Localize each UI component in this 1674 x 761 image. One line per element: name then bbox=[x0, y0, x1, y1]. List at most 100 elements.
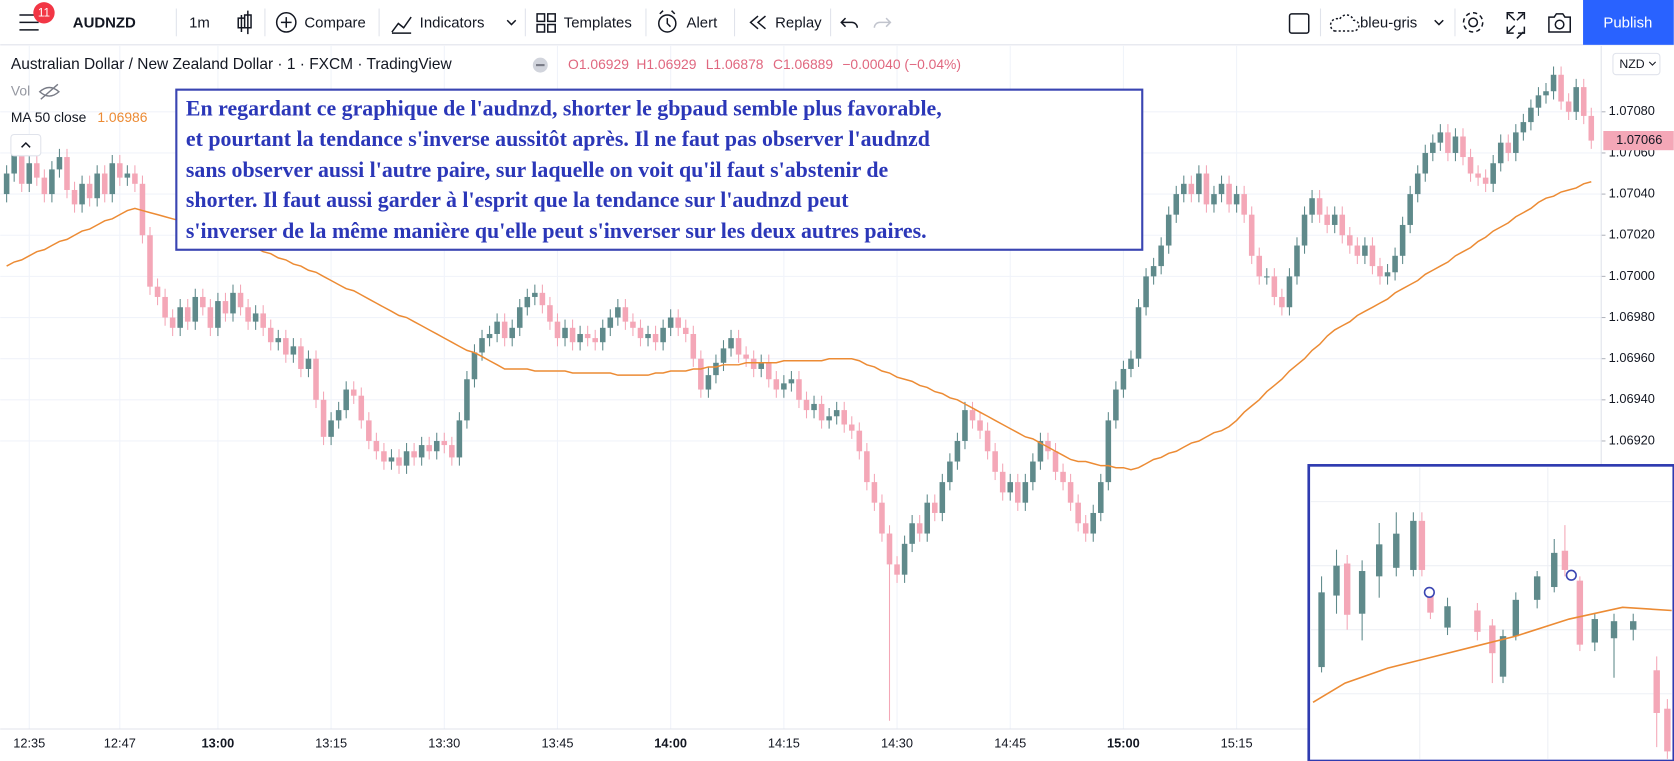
x-tick-label: 14:15 bbox=[768, 735, 800, 750]
candle-body bbox=[773, 379, 780, 390]
candle-body bbox=[366, 420, 372, 441]
candle-body bbox=[335, 410, 342, 421]
chevron[interactable] bbox=[506, 19, 517, 26]
redo[interactable] bbox=[873, 17, 892, 28]
candle-body bbox=[479, 338, 485, 353]
candle-body bbox=[1354, 245, 1361, 256]
candle-body bbox=[109, 163, 116, 195]
candle-body bbox=[1264, 276, 1270, 278]
volume-label: Vol bbox=[11, 82, 30, 98]
publish-bg[interactable] bbox=[1583, 0, 1674, 45]
candle-body bbox=[1399, 224, 1406, 256]
candle-body bbox=[592, 338, 598, 343]
candle-body bbox=[1331, 214, 1338, 225]
candle-body bbox=[1573, 87, 1579, 112]
compare-button[interactable]: Compare bbox=[304, 14, 365, 31]
settings[interactable] bbox=[1468, 17, 1479, 28]
candle-body bbox=[313, 358, 319, 400]
candle-body bbox=[750, 358, 757, 369]
interval[interactable]: 1m bbox=[189, 14, 210, 31]
last-price: 1.07066 bbox=[1616, 132, 1662, 147]
candle-body bbox=[41, 177, 48, 195]
menu-button[interactable]: 11 bbox=[19, 2, 55, 31]
templates-button[interactable]: Templates bbox=[564, 14, 632, 31]
ma-label: MA 50 close bbox=[11, 109, 87, 125]
candle-body bbox=[1067, 482, 1074, 503]
candle-body bbox=[449, 445, 455, 458]
collapse-button[interactable] bbox=[10, 133, 42, 157]
candle-body bbox=[267, 327, 274, 343]
candle-body bbox=[615, 307, 621, 318]
candle-body bbox=[984, 430, 991, 452]
snapshot[interactable] bbox=[1548, 13, 1571, 33]
candle-body bbox=[781, 383, 787, 390]
candle-body bbox=[886, 533, 893, 565]
candle-body bbox=[1007, 482, 1014, 493]
candle-body bbox=[962, 410, 968, 441]
currency[interactable]: NZD bbox=[1619, 57, 1644, 71]
candle-body bbox=[1430, 142, 1436, 153]
candle-body bbox=[101, 173, 108, 195]
candle-body bbox=[1347, 235, 1353, 246]
candle-body bbox=[1377, 266, 1383, 277]
candle-body bbox=[939, 482, 946, 513]
candle-body bbox=[660, 327, 666, 343]
candle-body bbox=[1497, 142, 1504, 164]
indicators-icon bbox=[391, 16, 412, 34]
candle-body bbox=[992, 451, 998, 472]
candle-body bbox=[388, 457, 395, 462]
candle-body bbox=[26, 163, 33, 184]
candle-body bbox=[1075, 502, 1081, 524]
candle-body bbox=[192, 296, 199, 322]
replay-button[interactable]: Replay bbox=[775, 14, 822, 31]
candle-body bbox=[1256, 255, 1263, 277]
candle-body bbox=[796, 379, 802, 400]
candle-body bbox=[909, 523, 915, 544]
fullscreen[interactable] bbox=[1506, 12, 1526, 39]
candle-body bbox=[162, 296, 168, 318]
candle-body bbox=[1294, 245, 1300, 277]
candle-body bbox=[252, 313, 259, 322]
candle-body bbox=[320, 399, 327, 437]
candle-body bbox=[56, 157, 63, 170]
chart-type-icon[interactable] bbox=[237, 10, 252, 35]
candle-body bbox=[705, 375, 712, 390]
currency-button[interactable] bbox=[1612, 52, 1661, 76]
candle-body bbox=[1324, 214, 1330, 225]
candle-body bbox=[147, 235, 153, 287]
y-tick-label: 1.07080 bbox=[1609, 103, 1655, 118]
candle-body bbox=[275, 338, 282, 343]
candle-body bbox=[532, 292, 538, 297]
x-tick-label: 14:30 bbox=[881, 735, 913, 750]
candle-body bbox=[207, 307, 214, 328]
alert-button[interactable]: Alert bbox=[687, 14, 719, 31]
publish-button[interactable]: Publish bbox=[1603, 14, 1652, 31]
symbol[interactable]: AUDNZD bbox=[73, 14, 136, 31]
candle-body bbox=[848, 424, 855, 431]
x-tick-label: 14:00 bbox=[654, 735, 687, 750]
candle-body bbox=[290, 346, 297, 355]
layout-button[interactable] bbox=[1288, 13, 1310, 34]
candle-body bbox=[124, 173, 131, 178]
candle-body bbox=[1505, 142, 1512, 153]
candle-body bbox=[811, 403, 817, 411]
candle-body bbox=[1422, 152, 1429, 174]
undo[interactable] bbox=[840, 17, 859, 28]
candle-body bbox=[1015, 482, 1021, 503]
candle-body bbox=[879, 502, 885, 534]
candle-body bbox=[1143, 276, 1149, 308]
candle-body bbox=[652, 333, 659, 343]
candle-body bbox=[818, 403, 825, 421]
candle-body bbox=[381, 451, 387, 462]
candle-body bbox=[305, 358, 312, 369]
candle-body bbox=[396, 457, 402, 466]
y-tick-label: 1.07020 bbox=[1609, 227, 1655, 242]
theme[interactable]: bleu-gris bbox=[1360, 14, 1417, 31]
indicators-button[interactable]: Indicators bbox=[420, 14, 485, 31]
y-tick-label: 1.07000 bbox=[1609, 268, 1655, 283]
last-price-badge bbox=[1603, 130, 1674, 151]
hidden-eye[interactable] bbox=[38, 83, 60, 100]
candle-body bbox=[79, 183, 85, 205]
candle-body bbox=[932, 502, 938, 513]
chevron[interactable] bbox=[1434, 19, 1444, 26]
